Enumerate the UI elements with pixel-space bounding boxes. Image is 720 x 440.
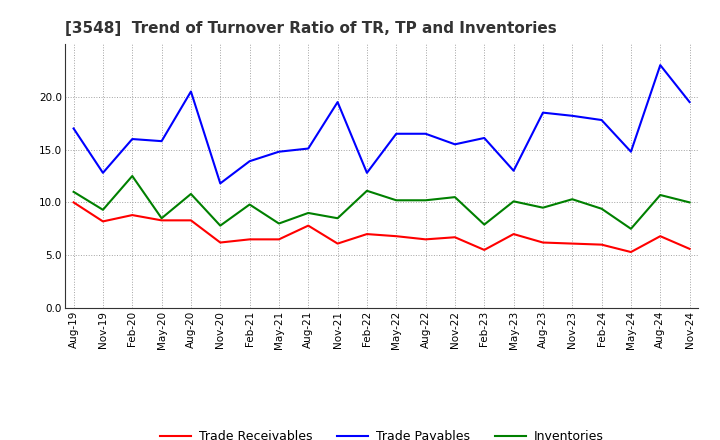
Trade Payables [333, 99, 342, 105]
Trade Payables [685, 99, 694, 105]
Line: Inventories: Inventories [73, 176, 690, 229]
Trade Receivables [539, 240, 547, 245]
Trade Payables [186, 89, 195, 94]
Inventories [451, 194, 459, 200]
Trade Payables [128, 136, 137, 142]
Trade Receivables [99, 219, 107, 224]
Trade Payables [539, 110, 547, 115]
Trade Receivables [656, 234, 665, 239]
Trade Payables [626, 149, 635, 154]
Trade Payables [421, 131, 430, 136]
Legend: Trade Receivables, Trade Payables, Inventories: Trade Receivables, Trade Payables, Inven… [155, 425, 608, 440]
Inventories [99, 207, 107, 213]
Inventories [480, 222, 489, 227]
Trade Payables [568, 113, 577, 118]
Trade Receivables [157, 218, 166, 223]
Trade Payables [480, 136, 489, 141]
Trade Receivables [186, 218, 195, 223]
Trade Payables [451, 142, 459, 147]
Line: Trade Payables: Trade Payables [73, 65, 690, 183]
Inventories [157, 216, 166, 221]
Trade Receivables [216, 240, 225, 245]
Trade Payables [274, 149, 283, 154]
Inventories [304, 210, 312, 216]
Trade Receivables [246, 237, 254, 242]
Inventories [69, 189, 78, 194]
Trade Receivables [69, 200, 78, 205]
Trade Receivables [274, 237, 283, 242]
Trade Receivables [598, 242, 606, 247]
Trade Payables [392, 131, 400, 136]
Line: Trade Receivables: Trade Receivables [73, 202, 690, 252]
Trade Payables [246, 158, 254, 164]
Trade Receivables [363, 231, 372, 237]
Inventories [598, 206, 606, 211]
Inventories [421, 198, 430, 203]
Inventories [186, 191, 195, 197]
Inventories [216, 223, 225, 228]
Inventories [246, 202, 254, 207]
Trade Payables [69, 126, 78, 131]
Text: [3548]  Trend of Turnover Ratio of TR, TP and Inventories: [3548] Trend of Turnover Ratio of TR, TP… [65, 21, 557, 36]
Inventories [568, 197, 577, 202]
Trade Receivables [304, 223, 312, 228]
Trade Payables [157, 139, 166, 144]
Trade Payables [598, 117, 606, 123]
Trade Receivables [626, 249, 635, 255]
Trade Receivables [685, 246, 694, 252]
Inventories [128, 173, 137, 179]
Trade Payables [304, 146, 312, 151]
Inventories [656, 192, 665, 198]
Inventories [626, 226, 635, 231]
Trade Receivables [568, 241, 577, 246]
Trade Receivables [128, 213, 137, 218]
Inventories [539, 205, 547, 210]
Trade Receivables [451, 235, 459, 240]
Inventories [509, 199, 518, 204]
Trade Payables [99, 170, 107, 176]
Inventories [363, 188, 372, 194]
Trade Receivables [509, 231, 518, 237]
Trade Receivables [480, 247, 489, 253]
Trade Payables [363, 170, 372, 176]
Trade Payables [216, 181, 225, 186]
Inventories [333, 216, 342, 221]
Trade Receivables [333, 241, 342, 246]
Inventories [685, 200, 694, 205]
Trade Payables [656, 62, 665, 68]
Trade Payables [509, 168, 518, 173]
Inventories [392, 198, 400, 203]
Trade Receivables [421, 237, 430, 242]
Inventories [274, 221, 283, 226]
Trade Receivables [392, 234, 400, 239]
